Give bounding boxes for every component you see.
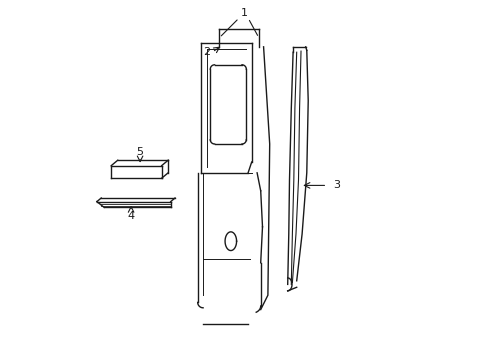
Text: 5: 5: [136, 147, 143, 157]
Text: 3: 3: [332, 180, 339, 190]
Text: 1: 1: [241, 8, 247, 18]
Text: 4: 4: [127, 211, 134, 221]
Text: 2: 2: [203, 47, 210, 57]
